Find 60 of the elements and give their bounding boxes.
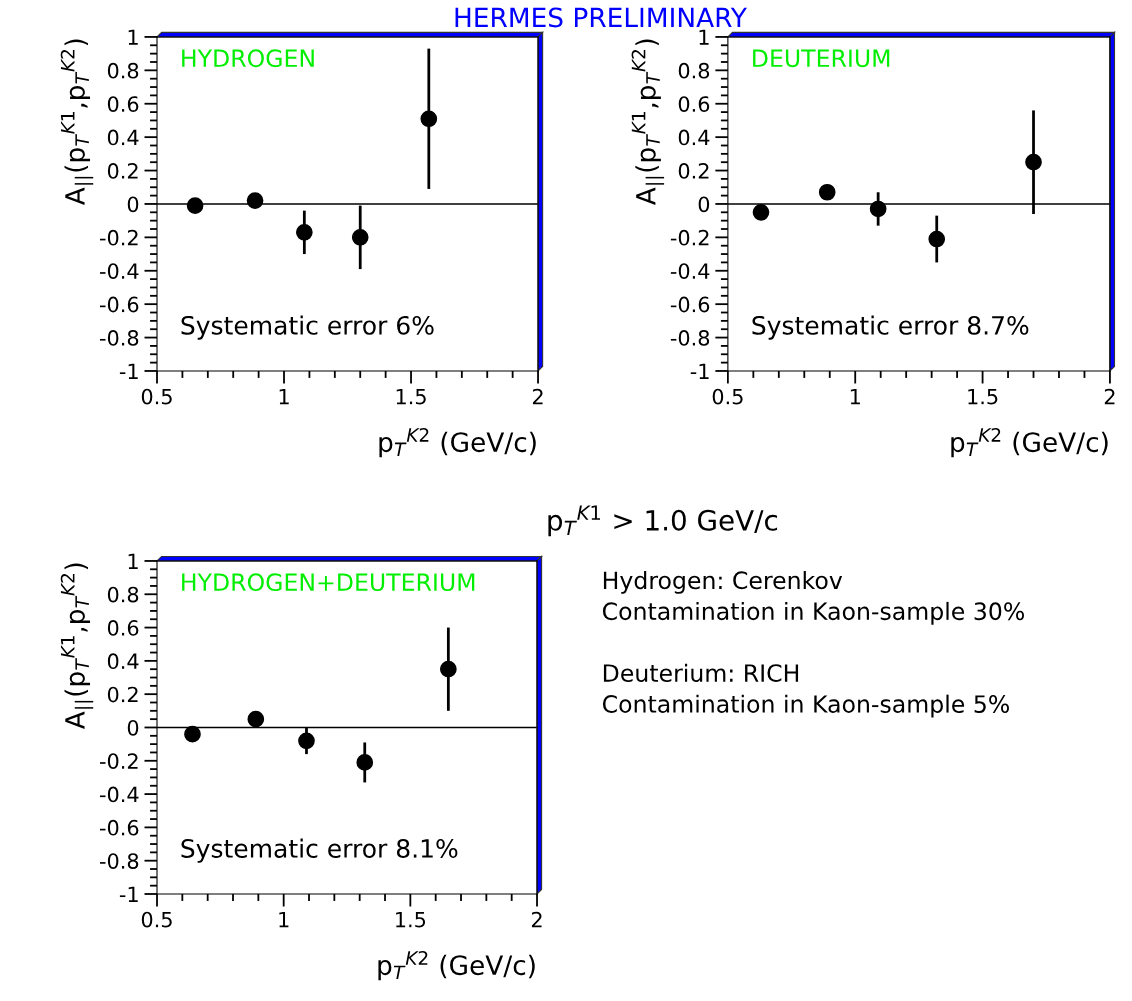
x-tick-label: 2 bbox=[1104, 388, 1115, 405]
y-tick-label: -0.6 bbox=[670, 296, 710, 313]
x-tick-label: 0.5 bbox=[141, 911, 172, 928]
x-axis-title: p$_{T}$$^{K2}$ (GeV/c) bbox=[951, 427, 1108, 458]
annotation: Systematic error 6% bbox=[181, 315, 434, 340]
y-tick-label: -0.2 bbox=[100, 229, 138, 246]
y-tick-label: 0.6 bbox=[107, 96, 139, 112]
y-tick-label: 1 bbox=[128, 29, 138, 45]
y-tick-label: -0.4 bbox=[100, 786, 139, 803]
x-tick-label: 1 bbox=[850, 388, 860, 405]
y-tick-label: -0.6 bbox=[100, 819, 139, 836]
x-tick-label: 1.5 bbox=[396, 912, 426, 928]
x-tick-label: 0.5 bbox=[712, 388, 743, 405]
text: A$_{||}$(p$_{T}$$^{K1}$,p$_{T}$$^{K2}$) bbox=[631, 39, 665, 206]
y-tick-label: 0.8 bbox=[107, 62, 139, 79]
y-tick-label: 0.2 bbox=[107, 163, 138, 179]
y-tick-label: 0 bbox=[127, 719, 139, 736]
y-tick-label: 1 bbox=[699, 29, 709, 45]
y-tick-label: -0.2 bbox=[670, 229, 709, 246]
y-tick-label: -0.8 bbox=[100, 853, 139, 869]
text: p$_{T}$$^{K1}$ > 1.0 GeV/c bbox=[548, 505, 778, 537]
y-tick-label: -0.8 bbox=[100, 330, 139, 346]
y-tick-label: 0.2 bbox=[678, 163, 709, 179]
x-tick-label: 2 bbox=[532, 388, 543, 405]
y-tick-label: -0.2 bbox=[100, 753, 138, 769]
y-tick-label: 0.4 bbox=[678, 129, 710, 146]
y-tick-label: -1 bbox=[119, 363, 138, 379]
y-tick-label: 0.6 bbox=[107, 620, 139, 636]
x-tick-label: 1.5 bbox=[968, 388, 998, 405]
y-tick-label: -1 bbox=[119, 886, 138, 902]
y-tick-label: -0.6 bbox=[100, 296, 139, 313]
x-tick-label: 1 bbox=[279, 912, 289, 928]
annotation: Systematic error 8.7% bbox=[752, 315, 1029, 340]
x-axis-title: p$_{T}$$^{K2}$ (GeV/c) bbox=[379, 427, 536, 458]
y-tick-label: 0.4 bbox=[107, 653, 139, 670]
annotation: Systematic error 8.1% bbox=[181, 838, 458, 863]
x-tick-label: 0.5 bbox=[141, 388, 172, 405]
text: Hydrogen: Cerenkov Contamination in Kaon-sample 30% Deuterium: RICH Contamination in Kaon-sample 5% bbox=[602, 570, 1024, 718]
text: HERMES PRELIMINARY bbox=[455, 7, 747, 28]
y-tick-label: 0 bbox=[127, 196, 139, 213]
y-tick-label: 0.8 bbox=[678, 62, 710, 79]
y-tick-label: 0 bbox=[698, 196, 710, 213]
text: A$_{||}$(p$_{T}$$^{K1}$,p$_{T}$$^{K2}$) bbox=[60, 563, 94, 730]
text: A$_{||}$(p$_{T}$$^{K1}$,p$_{T}$$^{K2}$) bbox=[60, 39, 94, 206]
annotation: DEUTERIUM bbox=[753, 49, 890, 68]
x-tick-label: 1 bbox=[279, 388, 289, 405]
y-tick-label: 0.4 bbox=[107, 129, 139, 146]
annotation: HYDROGEN+DEUTERIUM bbox=[182, 573, 475, 592]
y-tick-label: -1 bbox=[690, 363, 709, 379]
y-tick-label: 0.6 bbox=[678, 96, 710, 112]
y-tick-label: 0.8 bbox=[107, 586, 139, 603]
x-axis-title: p$_{T}$$^{K2}$ (GeV/c) bbox=[378, 950, 535, 981]
y-tick-label: -0.8 bbox=[670, 330, 710, 346]
y-tick-label: 1 bbox=[128, 553, 138, 569]
annotation: HYDROGEN bbox=[182, 49, 314, 68]
y-tick-label: 0.2 bbox=[107, 686, 138, 703]
x-tick-label: 2 bbox=[531, 911, 542, 928]
y-tick-label: -0.4 bbox=[670, 263, 710, 279]
x-tick-label: 1.5 bbox=[396, 388, 426, 405]
y-tick-label: -0.4 bbox=[100, 263, 139, 279]
